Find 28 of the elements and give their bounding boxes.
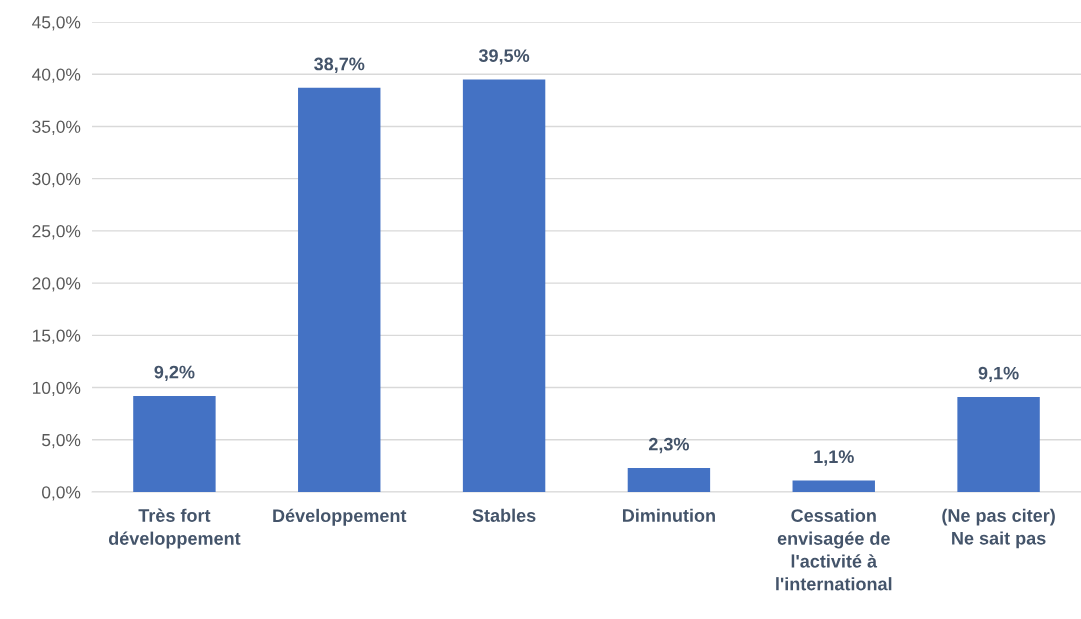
x-tick-label: Diminution [622, 508, 715, 522]
y-tick-label: 45,0% [32, 16, 81, 31]
data-label: 9,1% [978, 366, 1019, 383]
x-tick-label: Très fort développement [108, 508, 241, 549]
y-tick-label: 5,0% [42, 433, 81, 449]
data-label: 9,2% [154, 365, 195, 382]
y-tick-label: 15,0% [32, 329, 81, 344]
y-tick-label: 0,0% [42, 486, 81, 501]
bar [792, 480, 875, 492]
y-tick-label: 30,0% [32, 172, 81, 188]
data-label: 38,7% [314, 57, 365, 73]
x-tick-label: Développement [273, 508, 407, 526]
bar [627, 467, 711, 492]
bar [133, 395, 216, 492]
data-label: 1,1% [814, 450, 854, 466]
y-tick-label: 35,0% [32, 120, 81, 135]
y-tick-label: 25,0% [32, 225, 81, 240]
y-tick-label: 20,0% [32, 277, 81, 292]
data-label: 39,5% [478, 49, 530, 65]
x-tick-label: Stables [472, 508, 536, 522]
y-tick-label: 10,0% [32, 381, 81, 397]
bar [298, 87, 381, 492]
x-tick-label: (Ne pas citer) Ne sait pas [942, 508, 1055, 549]
bar [462, 79, 546, 492]
bar [957, 396, 1040, 492]
y-tick-label: 40,0% [32, 68, 81, 83]
data-label: 2,3% [648, 437, 690, 454]
x-tick-label: Cessation envisagée de l'activité à l'international [776, 508, 892, 591]
